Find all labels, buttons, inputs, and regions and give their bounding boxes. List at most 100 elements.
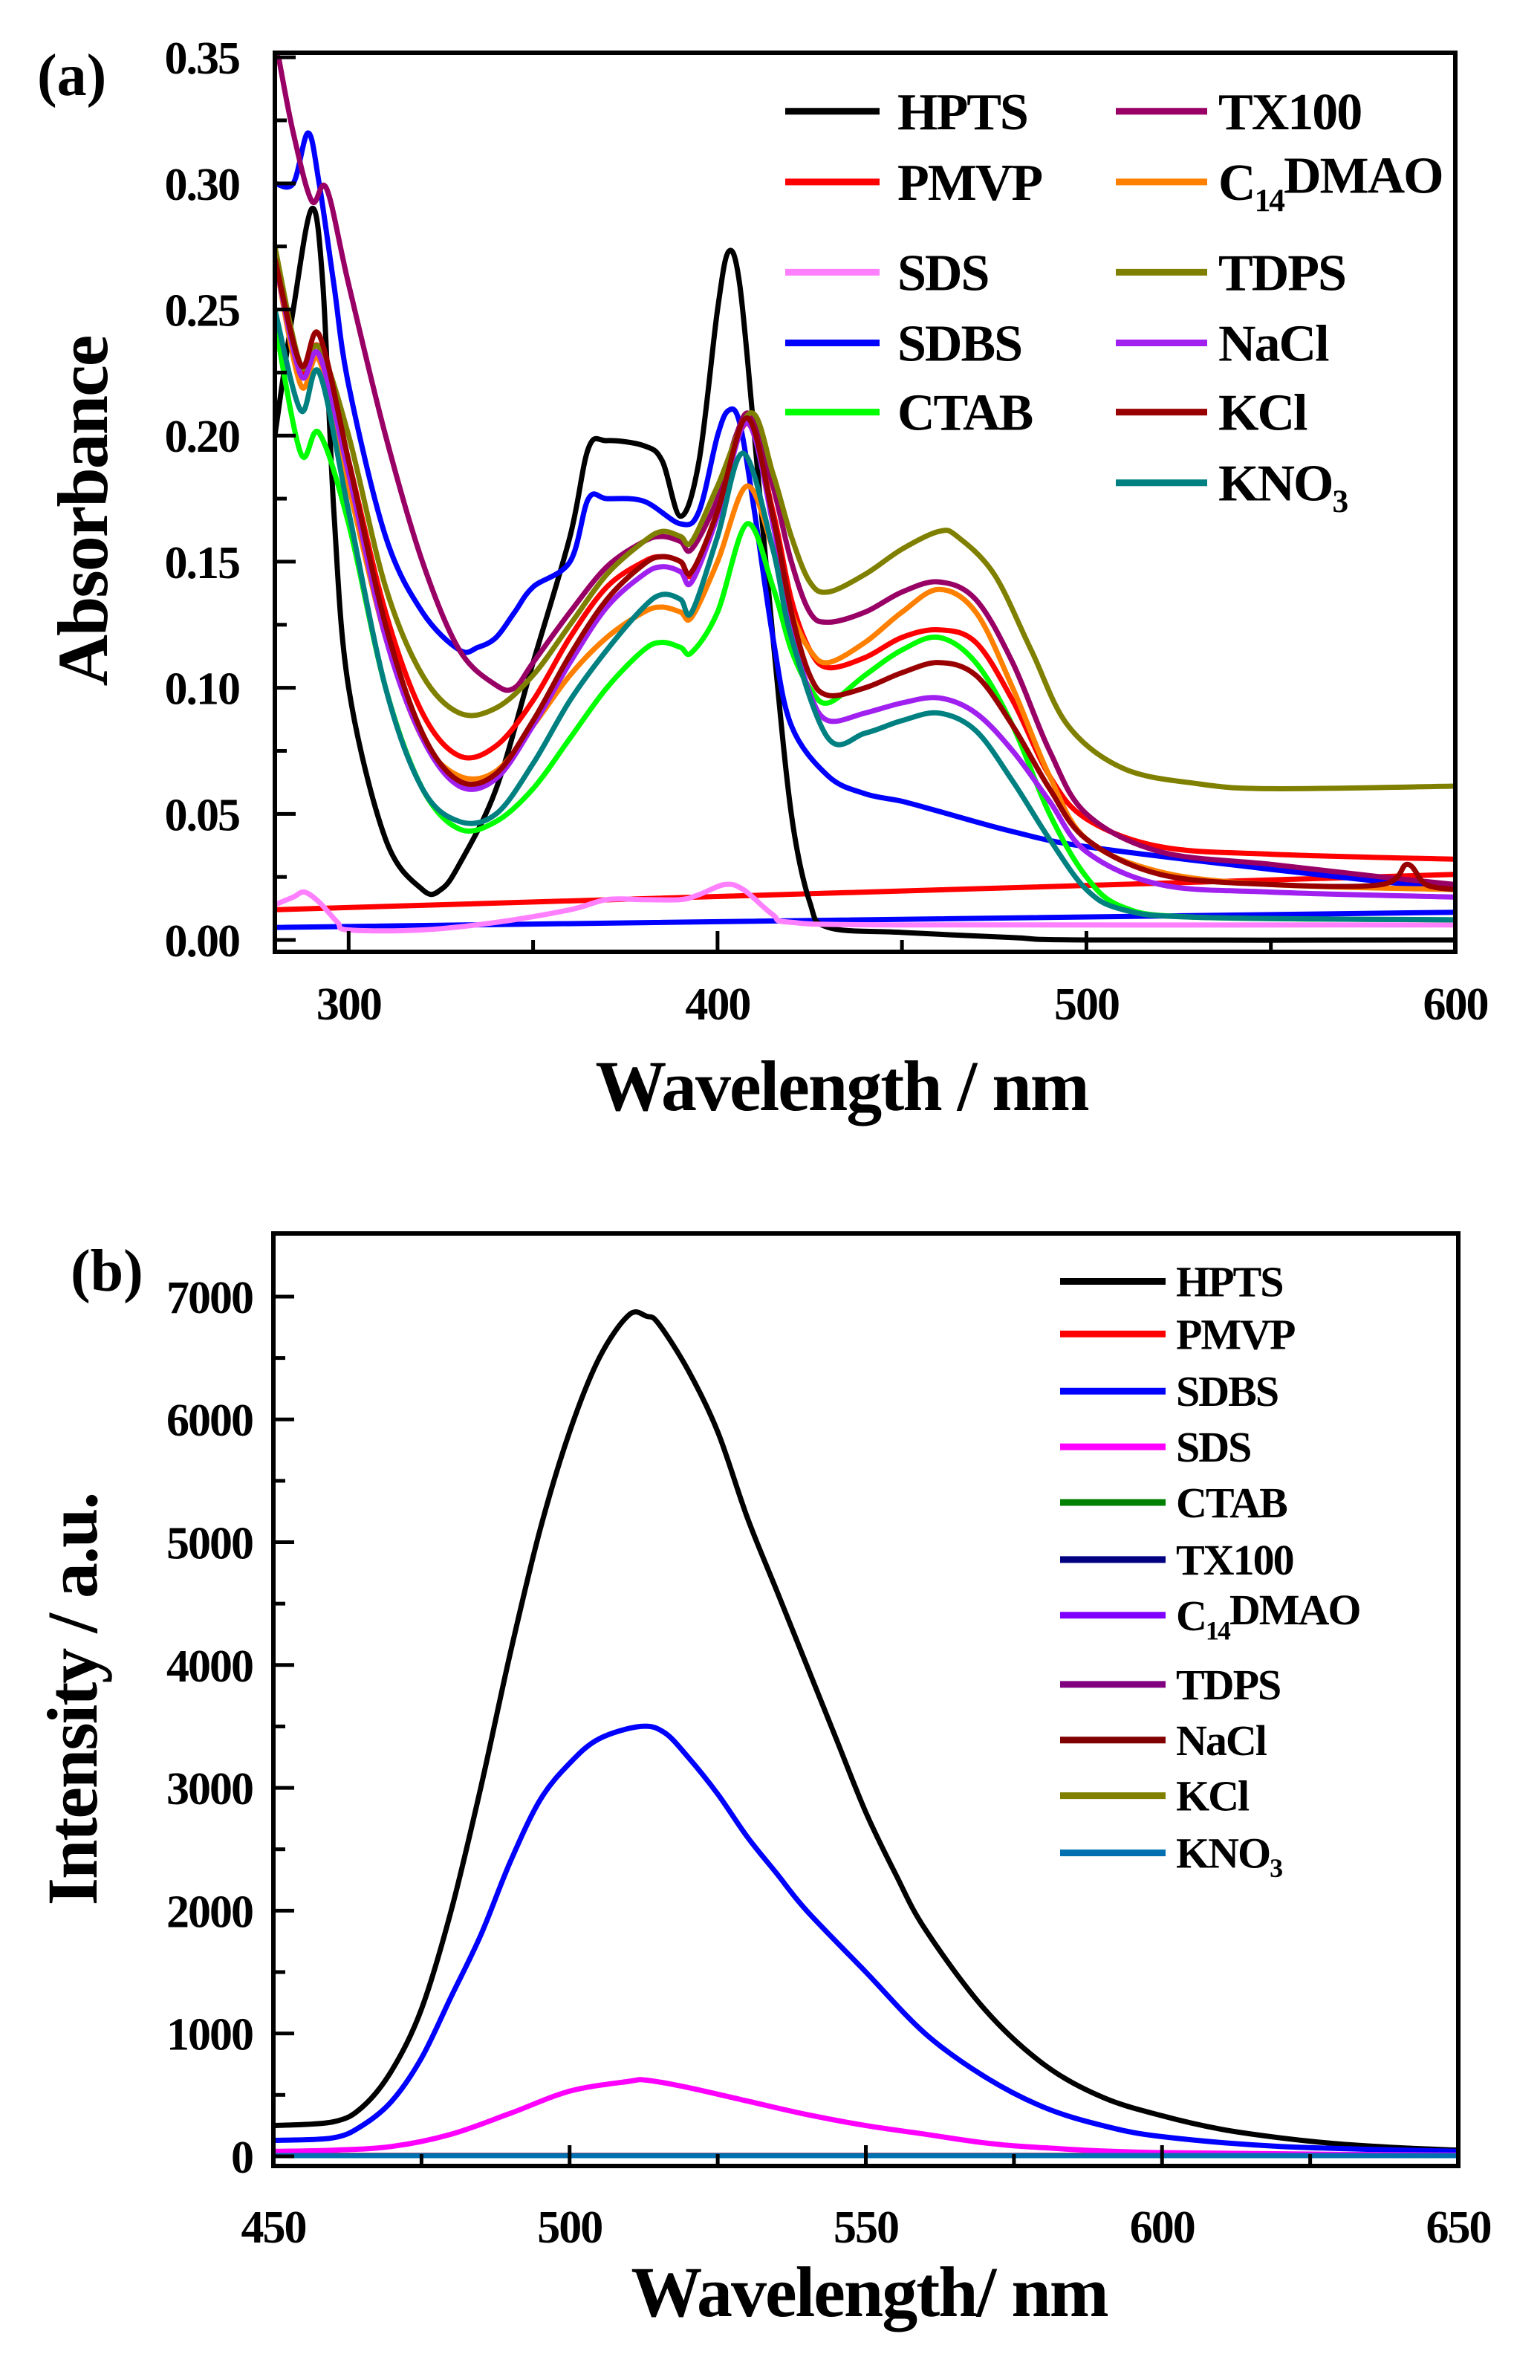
legend-label-part: HPTS	[897, 84, 1027, 141]
legend-label-part: KNO	[1176, 1829, 1270, 1878]
legend-label-part: TX100	[1218, 84, 1361, 141]
legend-label-subscript: 3	[1332, 484, 1348, 519]
legend-label: NaCl	[1218, 315, 1329, 372]
series-line-kno3	[275, 307, 1455, 923]
legend-label-part: KCl	[1218, 385, 1307, 442]
legend-item-kcl: KCl	[1116, 385, 1309, 442]
legend-item-ctab: CTAB	[785, 385, 1034, 442]
y-tick-label: 6000	[166, 1395, 253, 1446]
legend-label-part: NaCl	[1218, 315, 1329, 372]
legend-label: SDBS	[897, 315, 1021, 372]
legend-label: SDS	[897, 244, 988, 302]
series-line-sdbs	[273, 1723, 1458, 2154]
legend-item-c14dmao: C14DMAO	[1060, 1586, 1361, 1645]
legend-label-subscript: 3	[1270, 1853, 1282, 1883]
legend-label-part: SDBS	[1176, 1367, 1278, 1416]
panel-label: (a)	[37, 43, 106, 108]
legend-label: KCl	[1218, 385, 1307, 442]
legend: HPTS PMVP SDS SDBS CTAB TX100 C14DMAO TDPS NaCl K…	[785, 84, 1444, 519]
legend-item-tdps: TDPS	[1060, 1661, 1281, 1709]
legend-label-part: HPTS	[1176, 1257, 1283, 1306]
legend-item-hpts: HPTS	[785, 84, 1029, 141]
y-tick-label: 2000	[166, 1887, 253, 1937]
y-tick-label: 5000	[166, 1519, 253, 1569]
y-tick-label: 7000	[166, 1273, 253, 1323]
legend-label-part: CTAB	[1176, 1479, 1287, 1527]
legend-label: C14DMAO	[1218, 148, 1443, 219]
legend-label: KCl	[1176, 1772, 1250, 1820]
y-tick-label: 1000	[166, 2010, 253, 2060]
y-tick-label: 0.20	[165, 412, 240, 462]
legend: HPTSPMVPSDBSSDSCTABTX100C14DMAOTDPSNaClK…	[1060, 1257, 1361, 1884]
legend-label-part: PMVP	[897, 155, 1042, 212]
legend-label-part: DMAO	[1229, 1586, 1360, 1634]
x-tick-label: 600	[1130, 2202, 1195, 2253]
legend-item-tx100: TX100	[1060, 1536, 1295, 1584]
legend-label: PMVP	[1176, 1310, 1295, 1358]
legend-label: HPTS	[897, 84, 1027, 141]
legend-label: TX100	[1176, 1536, 1293, 1584]
x-axis-title: Wavelength/ nm	[631, 2252, 1108, 2332]
legend-label-part: C	[1218, 155, 1255, 212]
y-tick-label: 0	[231, 2133, 253, 2183]
legend-item-nacl: NaCl	[1060, 1716, 1269, 1765]
y-tick-label: 0.00	[165, 916, 240, 967]
plot-frame	[273, 51, 1458, 954]
legend-label: CTAB	[897, 385, 1033, 442]
legend-label-part: KNO	[1218, 455, 1332, 513]
legend-label: KNO3	[1218, 455, 1348, 519]
legend-label-part: SDS	[1176, 1423, 1250, 1471]
series-line-tx100	[276, 54, 1455, 887]
series-group	[275, 54, 1455, 943]
legend-item-tdps: TDPS	[1116, 244, 1347, 302]
legend-item-sds: SDS	[785, 244, 990, 302]
y-tick-label: 0.05	[165, 790, 240, 840]
legend-label: PMVP	[897, 155, 1042, 212]
legend-label: SDBS	[1176, 1367, 1278, 1416]
legend-label: TDPS	[1176, 1661, 1280, 1709]
legend-label: C14DMAO	[1176, 1586, 1359, 1645]
series-line-pmvp-baseline	[275, 872, 1455, 912]
y-tick-label: 0.35	[165, 33, 240, 84]
legend-label: HPTS	[1176, 1257, 1283, 1306]
y-axis-title: Intensity / a.u.	[33, 1494, 112, 1906]
legend-label: SDS	[1176, 1423, 1250, 1471]
x-axis-title: Wavelength / nm	[595, 1046, 1088, 1126]
legend-item-kcl: KCl	[1060, 1772, 1251, 1820]
series-line-kcl	[275, 256, 1455, 892]
x-tick-label: 650	[1426, 2202, 1491, 2253]
series-line-sdbs	[275, 130, 1455, 892]
legend-label-part: CTAB	[897, 385, 1033, 442]
legend-label-subscript: 14	[1255, 183, 1285, 218]
legend-label-part: SDS	[897, 244, 988, 302]
x-tick-label: 450	[241, 2202, 306, 2253]
legend-item-ctab: CTAB	[1060, 1479, 1289, 1527]
y-axis-title: Absorbance	[43, 336, 123, 686]
legend-item-kno3: KNO3	[1116, 455, 1349, 519]
legend-label: CTAB	[1176, 1479, 1287, 1527]
legend-label-subscript: 14	[1206, 1615, 1231, 1645]
series-line-sds	[275, 881, 1455, 934]
legend-item-nacl: NaCl	[1116, 315, 1331, 372]
x-tick-label: 400	[685, 979, 750, 1030]
x-tick-label: 500	[537, 2202, 602, 2253]
y-tick-label: 0.10	[165, 664, 240, 715]
legend-item-hpts: HPTS	[1060, 1257, 1284, 1306]
legend-item-sdbs: SDBS	[1060, 1367, 1279, 1416]
legend-label: TDPS	[1218, 244, 1345, 302]
legend-label-part: DMAO	[1284, 148, 1443, 205]
legend-label: KNO3	[1176, 1829, 1282, 1884]
legend-label-part: TDPS	[1218, 244, 1345, 302]
y-tick-label: 4000	[166, 1641, 253, 1692]
x-tick-label: 300	[316, 979, 381, 1030]
legend-label-part: C	[1176, 1592, 1206, 1640]
legend-label-part: PMVP	[1176, 1310, 1295, 1358]
y-tick-label: 0.25	[165, 286, 240, 337]
legend-item-pmvp: PMVP	[1060, 1310, 1296, 1358]
legend-item-sdbs: SDBS	[785, 315, 1023, 372]
legend-label-part: SDBS	[897, 315, 1021, 372]
legend-item-tx100: TX100	[1116, 84, 1362, 141]
y-tick-label: 0.15	[165, 538, 240, 588]
